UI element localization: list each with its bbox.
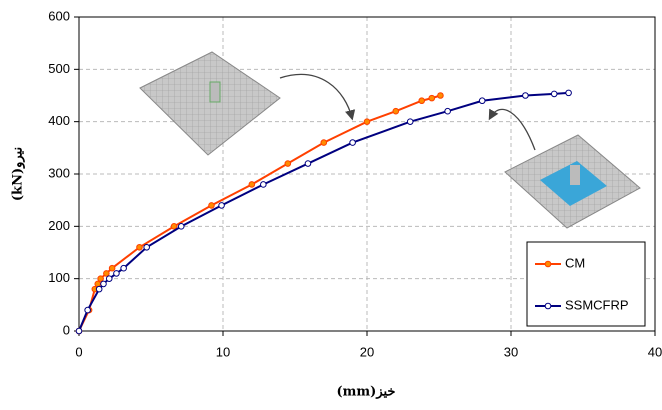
legend-marker <box>545 303 551 309</box>
point <box>144 244 150 250</box>
arrow <box>490 109 535 150</box>
point <box>523 93 529 99</box>
point <box>178 224 184 230</box>
x-tick-label: 20 <box>360 344 374 359</box>
point <box>407 119 413 125</box>
point <box>106 276 112 282</box>
point <box>104 271 110 277</box>
point <box>219 203 225 209</box>
point <box>85 307 91 313</box>
point <box>429 95 435 101</box>
point <box>95 281 101 287</box>
point <box>249 182 255 188</box>
point <box>305 161 311 167</box>
x-tick-label: 10 <box>216 344 230 359</box>
point <box>76 328 82 334</box>
point <box>121 265 127 271</box>
x-tick-label: 30 <box>504 344 518 359</box>
point <box>321 140 327 146</box>
y-tick-label: 400 <box>48 113 70 128</box>
arrow <box>280 74 352 118</box>
y-tick-label: 300 <box>48 165 70 180</box>
chart: 0 100 200 300 400 500 600 0 10 20 30 40 CM SSMCFRP (m… <box>0 0 662 405</box>
point <box>98 276 104 282</box>
legend-label: SSMCFRP <box>565 297 629 312</box>
point <box>479 98 485 104</box>
point <box>209 203 215 209</box>
x-tick-label: 40 <box>648 344 662 359</box>
point <box>438 93 444 99</box>
y-tick-label: 200 <box>48 218 70 233</box>
point <box>171 224 177 230</box>
x-tick-label: 0 <box>75 344 82 359</box>
point <box>261 182 267 188</box>
point <box>109 265 115 271</box>
point <box>137 244 143 250</box>
legend-box <box>527 242 645 326</box>
point <box>445 108 451 114</box>
point <box>350 140 356 146</box>
series-line <box>79 93 569 331</box>
legend-marker <box>545 261 551 267</box>
y-axis-label: (kN)نیرو <box>11 147 26 201</box>
model-image <box>140 52 280 155</box>
point <box>101 281 107 287</box>
point <box>566 90 572 96</box>
legend-label: CM <box>565 255 585 270</box>
point <box>114 271 120 277</box>
point <box>393 108 399 114</box>
model-image <box>505 135 640 228</box>
y-tick-label: 600 <box>48 8 70 23</box>
point <box>551 91 557 97</box>
y-tick-label: 500 <box>48 61 70 76</box>
y-tick-label: 0 <box>63 322 70 337</box>
point <box>96 286 102 292</box>
y-tick-label: 100 <box>48 270 70 285</box>
x-axis-label: (mm)خیز <box>337 385 396 400</box>
point <box>419 98 425 104</box>
point <box>285 161 291 167</box>
point <box>364 119 370 125</box>
